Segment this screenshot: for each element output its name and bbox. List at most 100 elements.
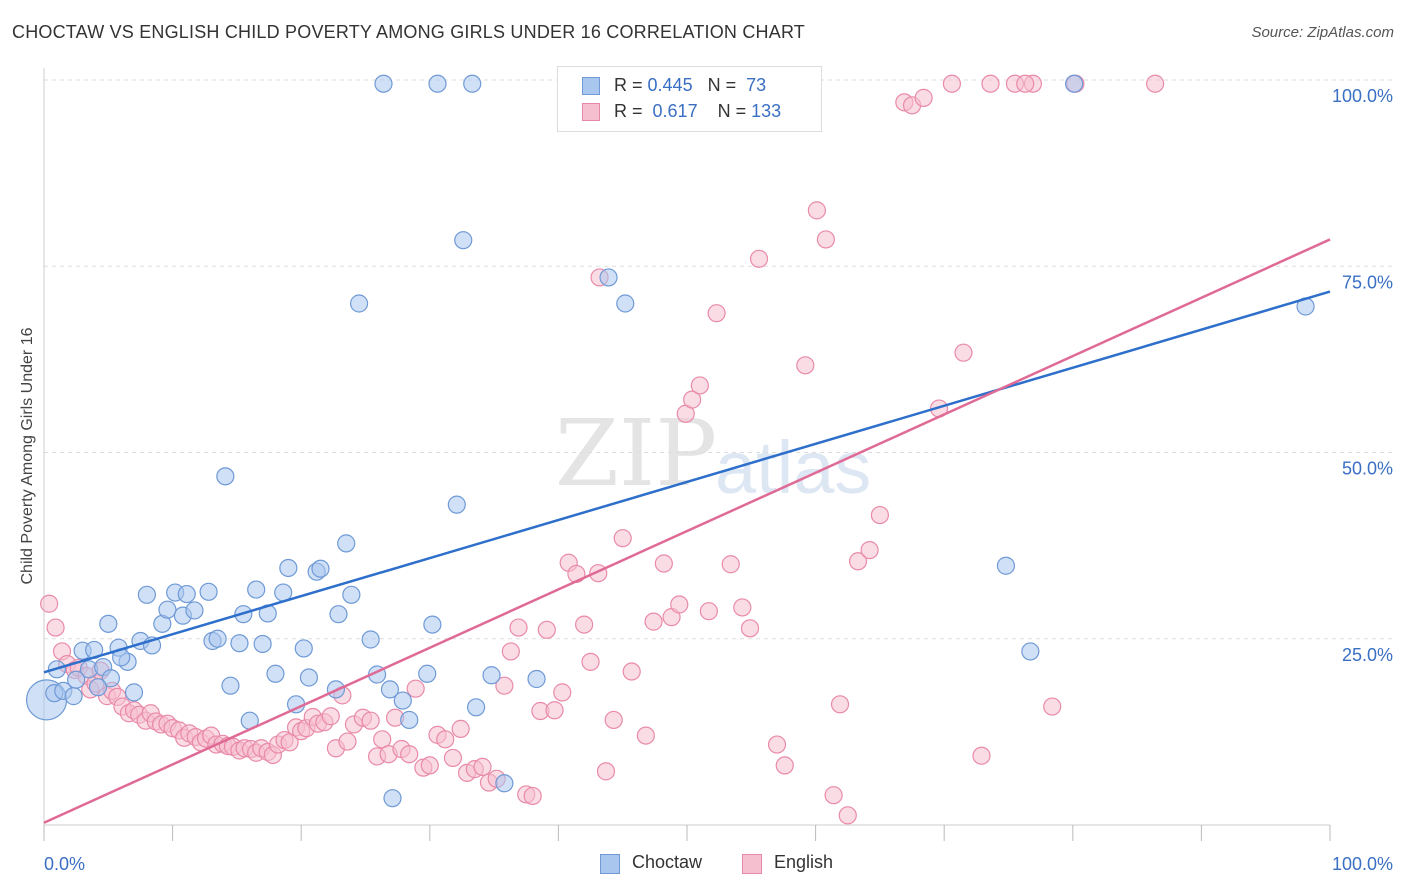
choctaw-point	[400, 710, 419, 730]
english-point	[644, 612, 663, 631]
series-legend: Choctaw English	[0, 852, 1406, 876]
choctaw-swatch	[582, 77, 600, 95]
english-point	[740, 619, 760, 638]
choctaw-point	[423, 615, 442, 634]
choctaw-point	[158, 600, 177, 619]
axes	[43, 68, 1331, 841]
english-point	[596, 762, 616, 781]
english-point	[870, 505, 890, 525]
english-point	[361, 711, 380, 730]
choctaw-point	[208, 629, 227, 648]
english-point	[981, 74, 1000, 93]
english-point	[699, 602, 718, 621]
english-point	[321, 707, 340, 726]
choctaw-point	[466, 698, 486, 717]
english-n-value: 133	[751, 101, 782, 121]
choctaw-point	[137, 585, 156, 604]
choctaw-point	[279, 558, 298, 578]
english-point	[683, 390, 702, 409]
english-point	[824, 786, 843, 805]
tick-labels: 25.0% 50.0% 75.0% 100.0% 0.0% 100.0%	[44, 86, 1393, 874]
legend-choctaw-swatch	[600, 854, 620, 874]
english-point	[523, 786, 542, 806]
english-point	[838, 806, 857, 825]
english-point	[501, 642, 520, 661]
english-point	[972, 746, 991, 765]
english-point	[636, 726, 655, 745]
choctaw-point	[99, 614, 118, 633]
english-point	[775, 756, 794, 775]
english-point	[545, 701, 564, 720]
english-point	[575, 615, 594, 634]
english-point	[420, 756, 439, 775]
legend-english-swatch	[742, 854, 762, 874]
english-n-label: N =	[717, 101, 747, 121]
english-point	[848, 552, 868, 571]
source-label: Source: ZipAtlas.com	[1251, 24, 1394, 41]
choctaw-points	[25, 74, 1315, 808]
english-point	[942, 74, 962, 93]
english-point	[749, 249, 769, 268]
english-point	[767, 735, 787, 754]
english-point	[443, 748, 463, 768]
choctaw-point	[199, 582, 218, 601]
choctaw-point	[454, 231, 473, 250]
y-axis-label: Child Poverty Among Girls Under 16	[19, 327, 36, 585]
english-point	[1016, 74, 1035, 93]
choctaw-point	[1064, 74, 1084, 93]
english-point	[613, 529, 632, 548]
english-point	[436, 730, 455, 749]
english-point	[509, 618, 528, 637]
english-point	[816, 230, 835, 249]
choctaw-point	[101, 669, 120, 688]
english-point	[733, 598, 752, 617]
english-point	[954, 343, 973, 362]
choctaw-point	[311, 559, 330, 578]
choctaw-point	[349, 294, 369, 313]
choctaw-point	[266, 664, 285, 683]
choctaw-point	[380, 680, 400, 699]
choctaw-trend-line	[43, 290, 1331, 674]
choctaw-point	[247, 580, 266, 599]
choctaw-point	[230, 634, 249, 653]
x-tick-label: 0.0%	[44, 854, 85, 874]
english-point	[40, 594, 59, 613]
english-point	[46, 618, 65, 637]
english-point	[654, 554, 673, 573]
english-swatch	[582, 103, 600, 121]
english-point	[495, 676, 514, 695]
choctaw-point	[1021, 642, 1040, 661]
legend-choctaw-label: Choctaw	[632, 852, 703, 872]
choctaw-point	[996, 556, 1016, 575]
legend-english-label: English	[774, 852, 834, 872]
choctaw-point	[294, 639, 313, 658]
choctaw-point	[88, 678, 108, 697]
english-point	[604, 710, 623, 730]
english-point	[807, 201, 826, 220]
english-r-value: 0.617	[652, 101, 698, 121]
english-point	[581, 652, 600, 671]
choctaw-n-value: 73	[746, 75, 767, 95]
choctaw-point	[329, 605, 348, 624]
english-point	[721, 555, 740, 574]
x-tick-label: 100.0%	[1332, 854, 1393, 874]
choctaw-point	[428, 74, 447, 93]
choctaw-point	[124, 683, 144, 702]
english-trend-line	[43, 238, 1331, 824]
english-point	[406, 679, 425, 698]
legend-text-english: R = 0.617 N = 133	[614, 101, 781, 122]
grid-lines	[44, 79, 1392, 640]
english-point	[338, 732, 357, 751]
english-point	[473, 757, 492, 776]
correlation-legend: R = 0.445 N = 73 R = 0.617 N = 133	[557, 66, 822, 132]
english-point	[537, 620, 556, 639]
english-points	[40, 74, 1165, 825]
legend-text-choctaw: R = 0.445 N = 73	[614, 75, 766, 96]
english-point	[553, 683, 572, 702]
english-point	[670, 595, 689, 614]
choctaw-n-label: N =	[707, 75, 737, 95]
choctaw-point	[342, 585, 361, 604]
choctaw-point	[67, 670, 86, 689]
y-tick-label: 25.0%	[1342, 645, 1393, 665]
choctaw-point	[393, 691, 412, 710]
